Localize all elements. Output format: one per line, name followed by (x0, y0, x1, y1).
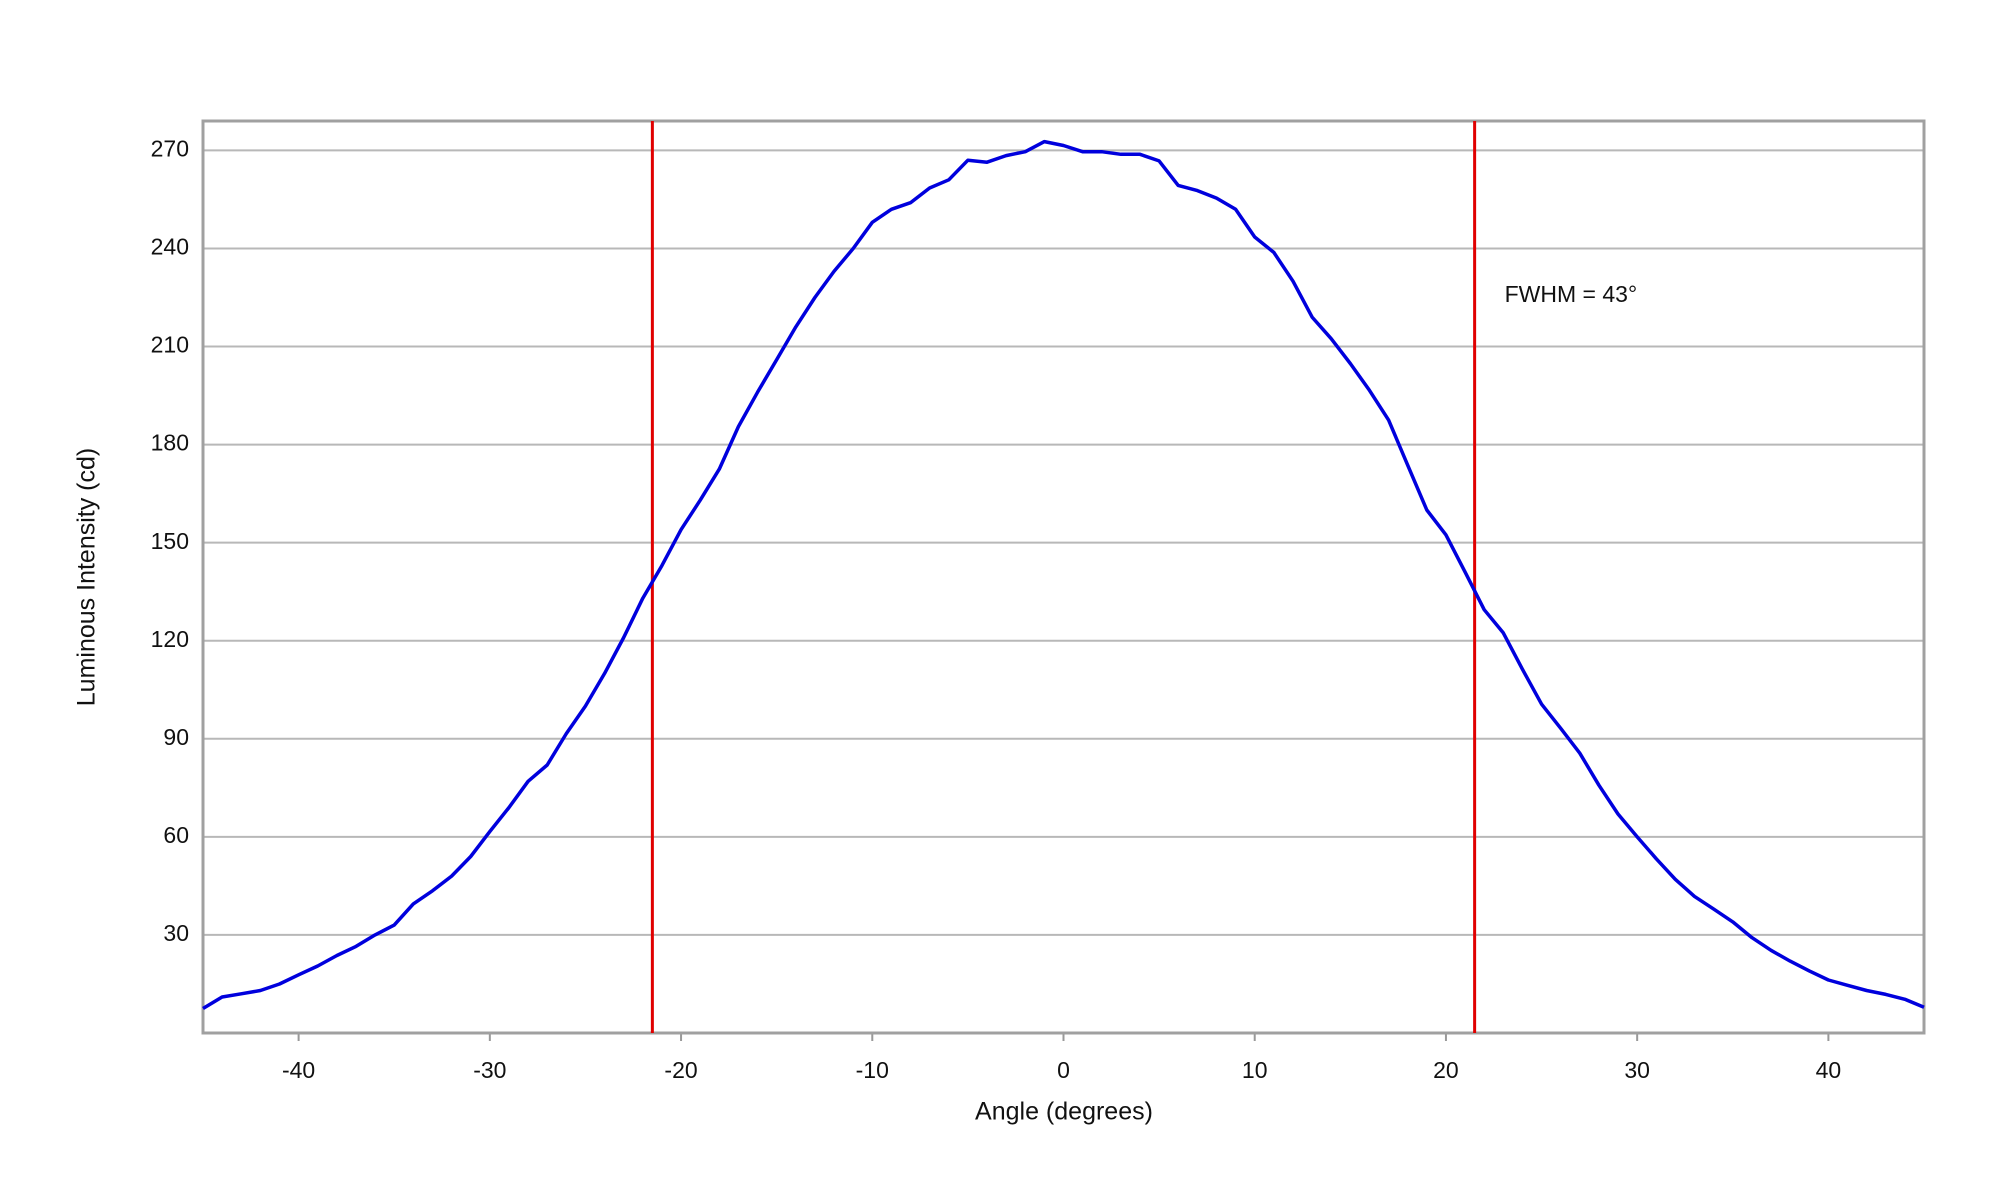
y-tick-label: 270 (151, 135, 189, 161)
x-tick-label: -20 (664, 1057, 697, 1083)
plot-frame (201, 119, 1926, 1035)
y-tick-label: 210 (151, 332, 189, 358)
x-tick-label: 30 (1624, 1057, 1650, 1083)
x-tick-label: 0 (1057, 1057, 1070, 1083)
y-tick-label: 60 (163, 822, 189, 848)
x-tick-label: 20 (1433, 1057, 1459, 1083)
y-axis-title: Luminous Intensity (cd) (73, 448, 101, 706)
annotation: FWHM = 43° (1505, 281, 1638, 307)
y-tick-label: 240 (151, 234, 189, 260)
x-tick-label: -30 (473, 1057, 506, 1083)
x-axis-title: Angle (degrees) (975, 1098, 1153, 1126)
y-tick-label: 150 (151, 528, 189, 554)
y-tick-label: 120 (151, 626, 189, 652)
x-tick-label: 10 (1242, 1057, 1268, 1083)
x-tick-label: -10 (856, 1057, 889, 1083)
data-line (202, 139, 1925, 1010)
y-tick-label: 90 (163, 724, 189, 750)
y-tick-label: 30 (163, 920, 189, 946)
x-tick-label: -40 (282, 1057, 315, 1083)
y-tick-label: 180 (151, 430, 189, 456)
x-tick-label: 40 (1816, 1057, 1842, 1083)
